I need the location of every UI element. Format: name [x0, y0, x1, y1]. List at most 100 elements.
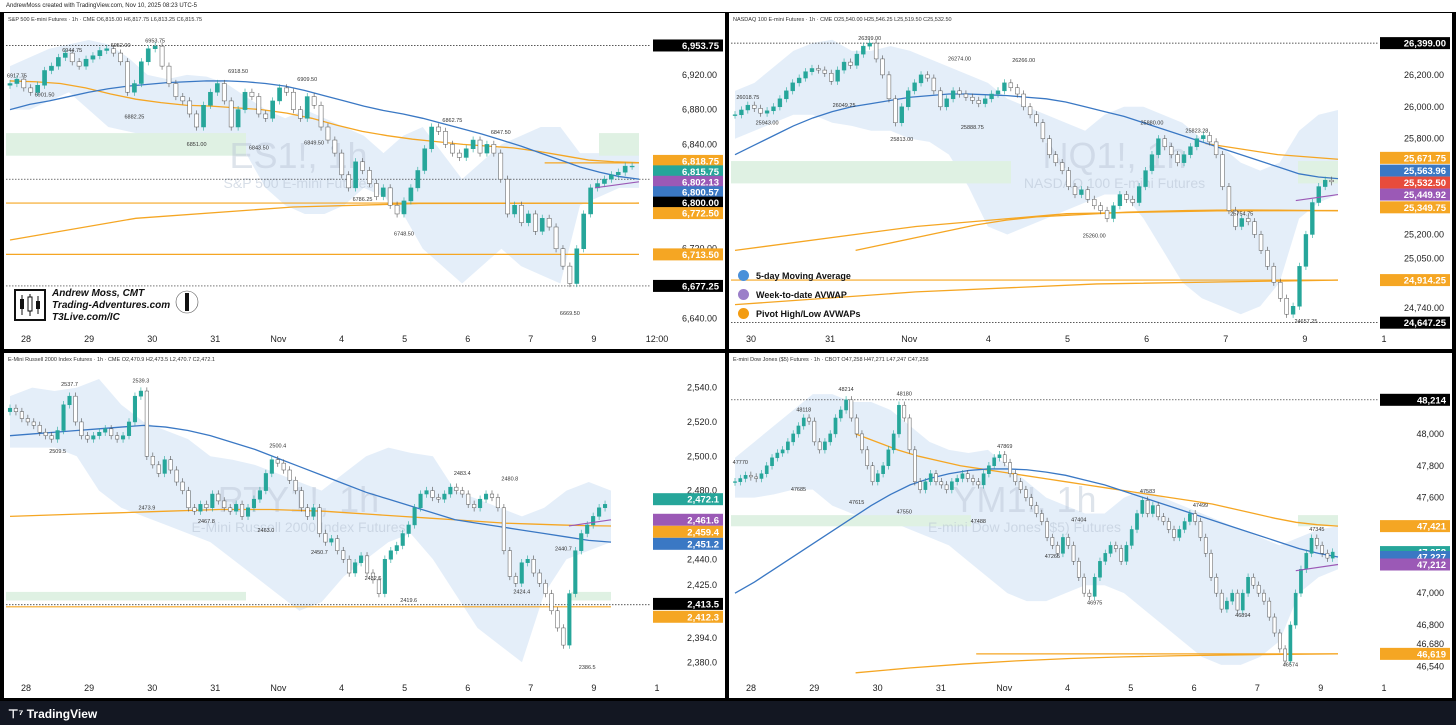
- price-annotation: 2473.9: [138, 505, 155, 511]
- price-label-box: 2,472.1: [653, 493, 723, 506]
- candle: [944, 95, 949, 111]
- candle: [749, 471, 753, 481]
- candle: [1322, 176, 1328, 191]
- candle: [222, 497, 227, 512]
- x-tick-label: 9: [1302, 334, 1307, 344]
- candle: [738, 474, 743, 486]
- support-zone: [6, 133, 246, 156]
- candle: [91, 431, 96, 443]
- price-annotation: 25754.75: [1230, 211, 1253, 217]
- price-annotation: 47404: [1071, 518, 1086, 524]
- candle: [629, 162, 635, 170]
- candle: [1114, 541, 1118, 553]
- candle: [546, 214, 552, 231]
- candle: [860, 430, 864, 454]
- candle: [955, 474, 959, 486]
- price-annotation: 2424.4: [513, 590, 530, 596]
- candle: [79, 418, 84, 440]
- candle: [602, 175, 607, 188]
- x-tick-label: 5: [402, 334, 407, 344]
- candle: [1235, 589, 1240, 614]
- candle: [965, 470, 970, 483]
- svg-text:47,227: 47,227: [1417, 553, 1446, 564]
- candle: [1175, 151, 1180, 167]
- price-label-box: 2,451.2: [653, 537, 723, 550]
- candle: [1053, 151, 1058, 167]
- y-tick-label: 2,440.0: [687, 554, 717, 564]
- pivot-avwap-curve-3: [734, 279, 1339, 306]
- candle: [159, 42, 165, 70]
- candle: [579, 529, 584, 555]
- candle: [906, 87, 911, 111]
- candle: [1034, 501, 1039, 518]
- svg-text:48,214: 48,214: [1417, 395, 1447, 406]
- candle: [817, 438, 822, 454]
- price-annotation: 47499: [1193, 503, 1208, 509]
- candle: [466, 490, 471, 509]
- candle: [49, 62, 54, 75]
- pivot-avwap-curve-2: [734, 209, 1339, 252]
- x-tick-label: 6: [465, 334, 470, 344]
- candle: [1316, 182, 1321, 207]
- candle: [376, 576, 381, 598]
- candle: [531, 555, 536, 577]
- svg-text:6,677.25: 6,677.25: [682, 281, 720, 292]
- candle: [97, 46, 103, 60]
- candle: [198, 500, 203, 515]
- candle: [918, 477, 922, 494]
- candle: [981, 470, 986, 489]
- x-tick-label: 30: [147, 334, 157, 344]
- candle: [828, 430, 833, 446]
- candle: [139, 58, 144, 88]
- x-tick-label: 1: [1381, 683, 1386, 693]
- candle: [235, 106, 241, 131]
- candle: [957, 87, 962, 98]
- candle: [1117, 190, 1123, 210]
- candle: [807, 414, 811, 425]
- candle: [62, 49, 68, 62]
- candle: [1156, 501, 1160, 521]
- candle: [1130, 195, 1135, 207]
- x-tick-label: 31: [936, 683, 946, 693]
- legend-item-avwap: Week-to-date AVWAP: [738, 285, 861, 304]
- price-annotation: 47345: [1309, 527, 1324, 533]
- header-caption: AndrewMoss created with TradingView.com,…: [0, 0, 1456, 12]
- candle: [242, 88, 248, 114]
- svg-text:6,815.75: 6,815.75: [682, 167, 720, 178]
- candle: [886, 446, 891, 470]
- y-tick-label: 46,800: [1416, 620, 1444, 630]
- candle: [1201, 131, 1206, 143]
- candle: [1277, 629, 1282, 653]
- candle: [992, 454, 997, 470]
- legend-label: Week-to-date AVWAP: [756, 289, 847, 300]
- candle: [498, 149, 504, 183]
- candle: [35, 81, 40, 96]
- y-tick-label: 25,200.00: [1404, 229, 1444, 239]
- price-annotation: 6786.25: [353, 197, 373, 203]
- candle: [1024, 485, 1028, 502]
- price-annotation: 6918.50: [228, 69, 248, 75]
- price-annotation: 2509.5: [49, 449, 66, 455]
- candle: [380, 184, 386, 201]
- candle: [1213, 138, 1219, 159]
- candle: [801, 414, 806, 430]
- candle: [228, 97, 234, 131]
- price-label-box: 2,459.4: [653, 525, 723, 538]
- candle: [923, 477, 928, 494]
- candle: [1013, 470, 1018, 486]
- price-annotation: 47685: [791, 487, 806, 493]
- candle: [448, 483, 453, 498]
- candle: [791, 430, 796, 446]
- moving-average-line: [734, 93, 1339, 180]
- candle: [950, 477, 954, 494]
- candle: [429, 123, 434, 153]
- candle: [73, 392, 78, 426]
- candle: [394, 201, 400, 218]
- candle: [861, 42, 866, 58]
- candle: [470, 136, 476, 153]
- candle: [1145, 496, 1150, 518]
- candle: [353, 558, 358, 577]
- tradingview-logo[interactable]: ⊤⁷ TradingView: [8, 707, 97, 721]
- candle: [1330, 548, 1335, 562]
- candle: [1188, 509, 1192, 526]
